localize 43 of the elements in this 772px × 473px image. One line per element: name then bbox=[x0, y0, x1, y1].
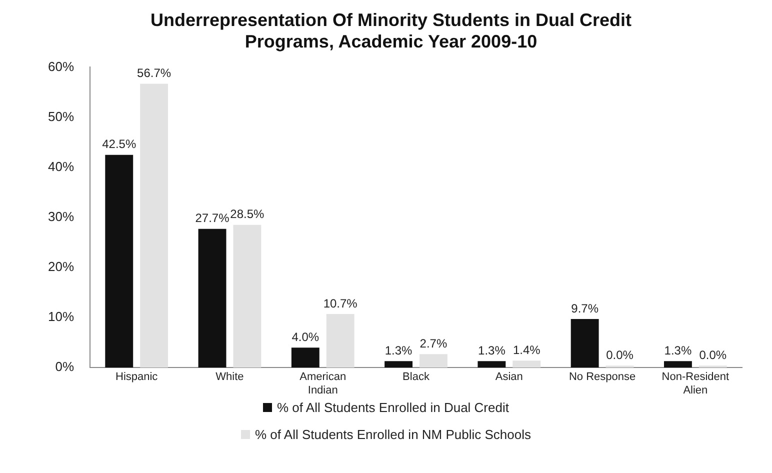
y-tick-label: 40% bbox=[48, 158, 74, 174]
data-label: 1.3% bbox=[664, 343, 692, 358]
bar bbox=[384, 361, 413, 368]
data-label: 2.7% bbox=[420, 336, 448, 350]
x-tick-label: Hispanic bbox=[115, 371, 158, 384]
y-tick-label: 0% bbox=[55, 359, 74, 374]
bar bbox=[105, 154, 134, 368]
x-tick-label: Black bbox=[402, 371, 430, 384]
data-label: 42.5% bbox=[102, 137, 136, 152]
legend-label: % of All Students Enrolled in Dual Credit bbox=[277, 400, 509, 415]
data-label: 0.0% bbox=[606, 348, 634, 362]
data-label: 4.0% bbox=[292, 330, 320, 344]
data-label: 27.7% bbox=[195, 211, 230, 226]
chart-title: Underrepresentation Of Minority Students in Dual Credit Programs, Academic Year 2009-10 bbox=[150, 10, 632, 52]
x-tick-label: Non-Resident Alien bbox=[662, 371, 730, 396]
bar bbox=[570, 319, 599, 368]
y-tick-label: 60% bbox=[48, 58, 74, 74]
data-label: 0.0% bbox=[699, 348, 727, 362]
x-tick-label: Asian bbox=[495, 371, 523, 384]
data-label: 28.5% bbox=[230, 207, 265, 222]
legend-label: % of All Students Enrolled in NM Public Schools bbox=[254, 427, 532, 442]
bar bbox=[326, 314, 354, 368]
bar bbox=[291, 348, 320, 368]
bar bbox=[198, 228, 226, 368]
data-label: 56.7% bbox=[137, 66, 172, 80]
x-tick-label: No Response bbox=[568, 371, 636, 384]
data-label: 1.3% bbox=[478, 343, 506, 358]
y-tick-label: 10% bbox=[48, 309, 74, 324]
y-tick-label: 20% bbox=[48, 259, 74, 274]
x-tick-label: American Indian bbox=[300, 371, 346, 396]
bar bbox=[664, 361, 692, 368]
data-label: 1.4% bbox=[512, 342, 541, 357]
bar bbox=[512, 360, 541, 368]
y-tick-label: 30% bbox=[48, 208, 74, 224]
data-label: 10.7% bbox=[323, 296, 358, 310]
data-label: 1.3% bbox=[384, 343, 413, 358]
bar bbox=[140, 84, 168, 368]
bar bbox=[420, 354, 448, 368]
data-label: 9.7% bbox=[571, 301, 599, 316]
x-tick-label: White bbox=[216, 371, 244, 384]
y-tick-label: 50% bbox=[48, 108, 74, 124]
bar bbox=[233, 224, 262, 368]
bar bbox=[478, 361, 506, 368]
